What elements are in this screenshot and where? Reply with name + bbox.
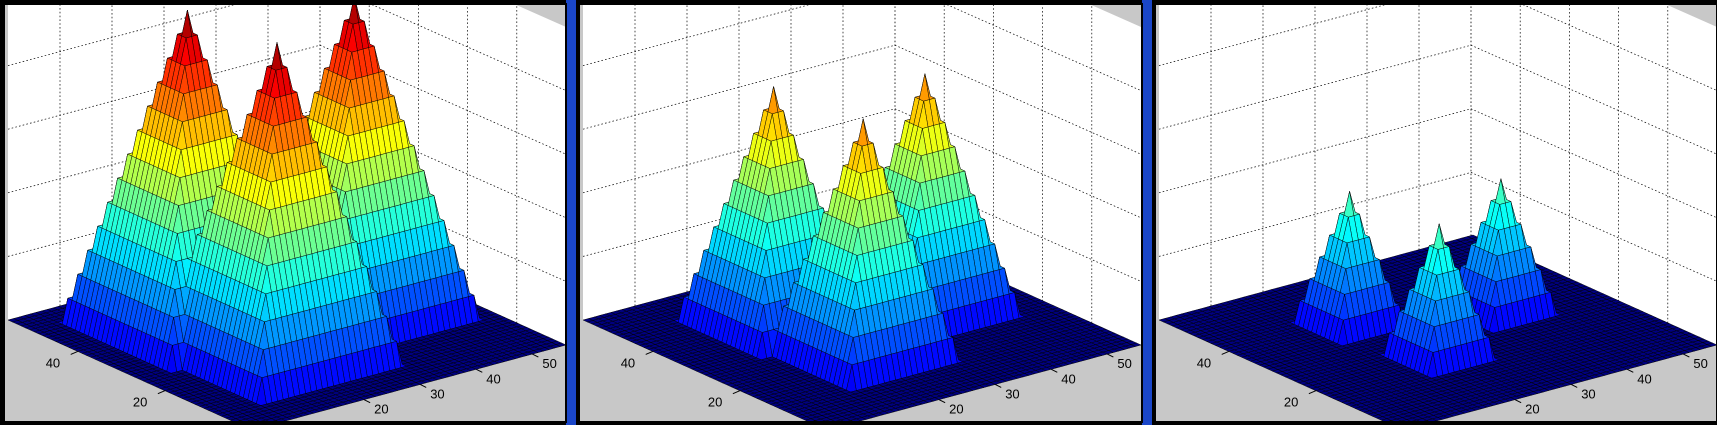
x-tick-mark [363, 399, 371, 404]
panel-divider-1 [566, 0, 576, 425]
y-tick-mark [70, 350, 78, 355]
surface-mesh [7, 4, 566, 422]
y-tick-mark [157, 390, 166, 395]
panel-divider-2 [1142, 0, 1152, 425]
z-gridline [582, 4, 1142, 91]
x-tick-mark [476, 368, 483, 373]
plot-body: 20 30 40 50 20 40 [4, 4, 566, 422]
x-tick-label: 40 [486, 371, 500, 386]
z-gridline [582, 108, 1142, 219]
x-tick-label: 30 [430, 386, 444, 401]
x-tick-label: 20 [374, 402, 388, 417]
surface-mesh [582, 73, 1142, 422]
x-tick-mark [419, 384, 427, 388]
x-tick-label: 50 [542, 356, 556, 371]
x-tick-mark [532, 353, 539, 358]
surface-plot-1: 20 30 40 50 20 40 [3, 3, 567, 423]
z-gridline [7, 4, 566, 91]
y-tick-label: 40 [46, 355, 60, 370]
y-tick-label: 20 [133, 395, 147, 410]
panel-border [3, 3, 567, 423]
